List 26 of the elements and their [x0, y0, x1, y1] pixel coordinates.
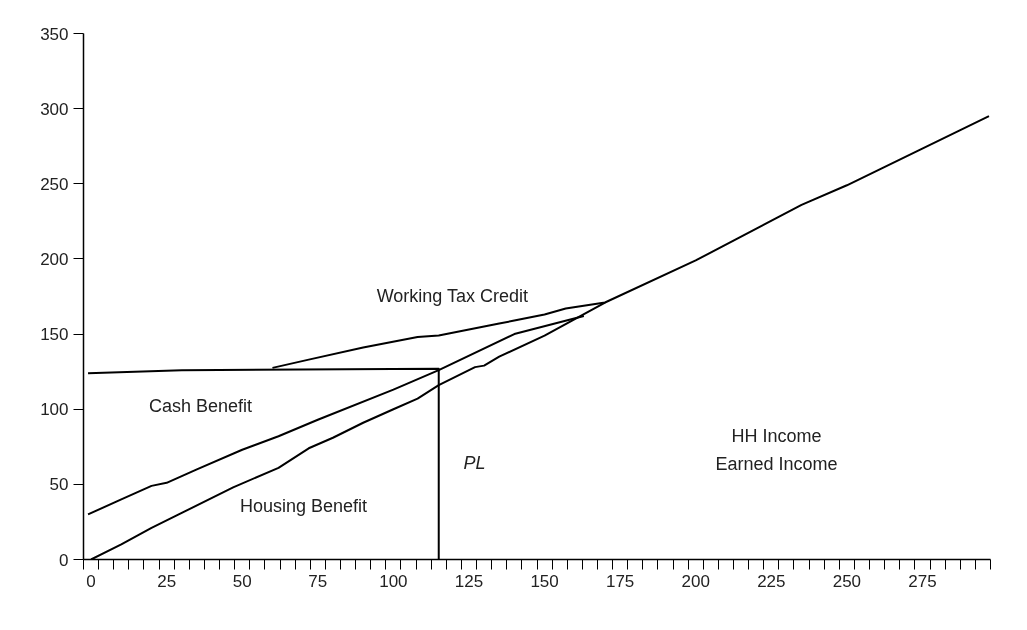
y-tick-label: 150: [40, 325, 69, 345]
x-tick-label: 275: [908, 571, 937, 591]
x-tick-label: 50: [232, 571, 252, 591]
y-tick-label: 100: [40, 400, 69, 420]
x-tick-label: 175: [605, 571, 635, 591]
y-tick-label: 300: [40, 99, 69, 119]
x-tick-label: 250: [832, 571, 862, 591]
annotation: Earned Income: [715, 453, 838, 474]
x-tick-label: 200: [681, 571, 710, 591]
y-tick-label: 200: [40, 249, 69, 269]
annotation: Cash Benefit: [148, 395, 253, 416]
x-tick-label: 225: [757, 571, 786, 591]
y-tick-label: 250: [40, 174, 69, 194]
x-tick-label: 100: [379, 571, 408, 591]
annotation: Working Tax Credit: [376, 285, 529, 306]
x-tick-label: 0: [86, 571, 96, 591]
x-tick-label: 150: [530, 571, 559, 591]
annotation: PL: [463, 452, 486, 473]
x-tick-label: 75: [308, 571, 328, 591]
x-tick-label: 25: [157, 571, 177, 591]
annotation: Housing Benefit: [239, 495, 368, 516]
annotation: HH Income: [731, 425, 822, 446]
y-tick-label: 350: [40, 24, 69, 44]
y-tick-label: 50: [49, 475, 69, 495]
y-tick-label: 0: [59, 550, 69, 570]
x-tick-label: 125: [454, 571, 484, 591]
